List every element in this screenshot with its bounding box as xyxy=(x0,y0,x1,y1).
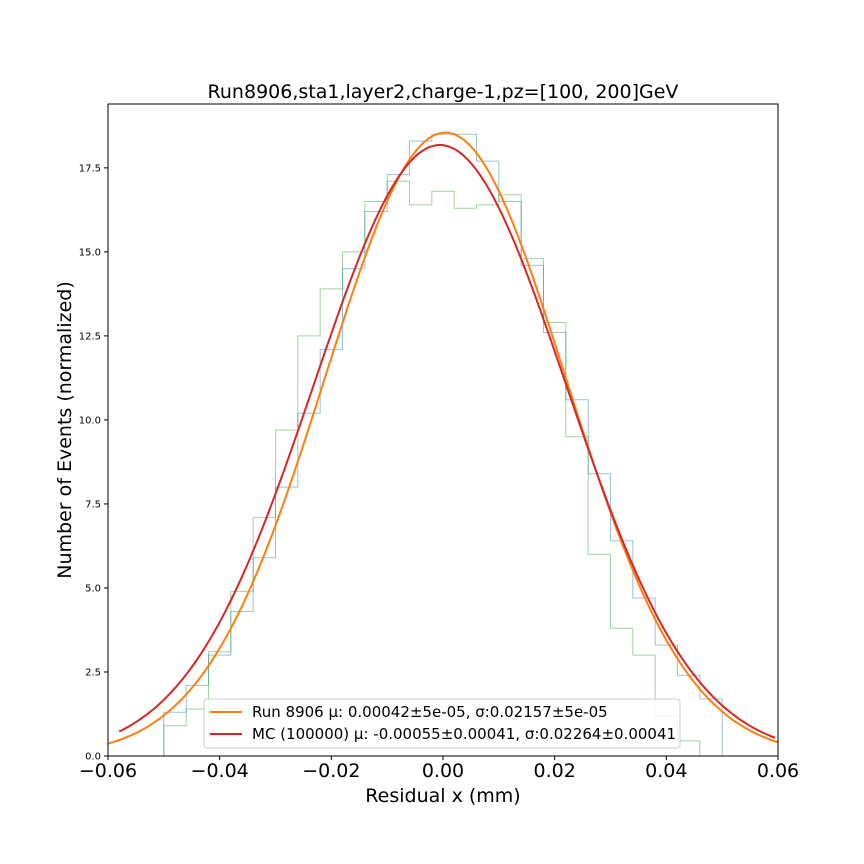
x-tick-label: −0.06 xyxy=(79,760,137,782)
y-axis: 0.0 2.5 5.0 7.5 10.0 12.5 15.0 17.5 xyxy=(79,163,108,763)
x-tick-label: 0.04 xyxy=(645,760,687,782)
histogram-1 xyxy=(163,180,723,757)
histogram-0 xyxy=(163,133,723,756)
x-tick-label: −0.04 xyxy=(191,760,249,782)
y-tick-label: 5.0 xyxy=(85,583,101,594)
x-tick-label: −0.02 xyxy=(302,760,360,782)
legend-label-run: Run 8906 μ: 0.00042±5e-05, σ:0.02157±5e-… xyxy=(252,703,608,721)
legend-label-mc: MC (100000) μ: -0.00055±0.00041, σ:0.022… xyxy=(252,725,676,743)
fit-curves-layer xyxy=(107,131,779,745)
fit-curve-1 xyxy=(118,144,776,739)
y-axis-label: Number of Events (normalized) xyxy=(54,281,76,579)
legend: Run 8906 μ: 0.00042±5e-05, σ:0.02157±5e-… xyxy=(203,698,681,749)
histogram-layer xyxy=(163,133,723,757)
x-tick-label: 0.02 xyxy=(534,760,576,782)
y-tick-label: 12.5 xyxy=(79,331,101,342)
x-tick-label: 0.06 xyxy=(757,760,799,782)
y-tick-label: 10.0 xyxy=(79,415,101,426)
x-tick-label: 0.00 xyxy=(422,760,464,782)
y-tick-label: 0.0 xyxy=(85,752,101,763)
fit-curve-0 xyxy=(107,131,779,745)
y-tick-label: 15.0 xyxy=(79,247,101,258)
y-tick-label: 7.5 xyxy=(85,499,101,510)
chart-title: Run8906,sta1,layer2,charge-1,pz=[100, 20… xyxy=(208,81,679,103)
legend-box xyxy=(203,698,681,749)
y-tick-label: 2.5 xyxy=(85,667,101,678)
x-axis: −0.06 −0.04 −0.02 0.00 0.02 0.04 0.06 xyxy=(79,756,799,782)
x-axis-label: Residual x (mm) xyxy=(365,785,520,807)
y-tick-label: 17.5 xyxy=(79,163,101,174)
